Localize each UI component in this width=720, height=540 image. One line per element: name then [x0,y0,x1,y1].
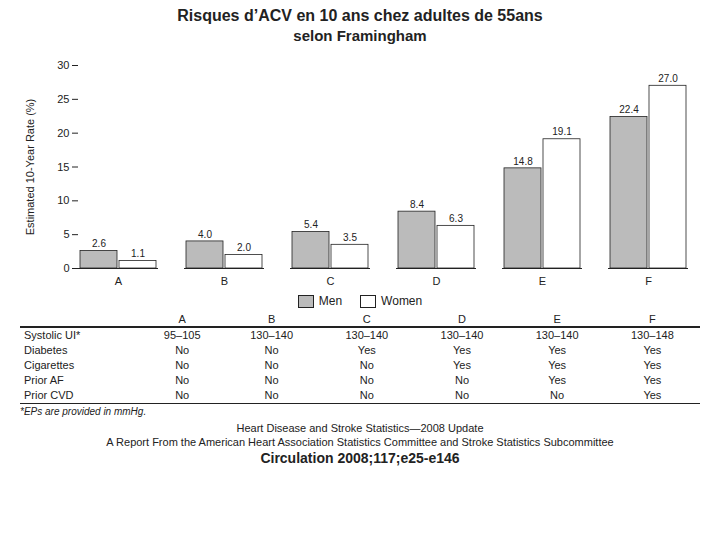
svg-text:25: 25 [57,93,69,105]
svg-text:8.4: 8.4 [410,199,424,210]
svg-text:27.0: 27.0 [658,73,678,84]
html-text:Yes: Yes [643,344,662,356]
html-text:B: B [268,313,276,325]
svg-text:20: 20 [57,127,69,139]
html-text:Yes: Yes [548,359,567,371]
svg-text:F: F [645,275,652,287]
svg-text:22.4: 22.4 [619,104,639,115]
html-text:E: E [553,313,561,325]
svg-text:C: C [327,275,335,287]
html-text:No: No [175,374,190,386]
html-text:Circulation 2008;117;e25-e146: Circulation 2008;117;e25-e146 [260,450,460,466]
html-text:No: No [264,344,279,356]
svg-text:A: A [115,275,123,287]
html-text:Systolic UI*: Systolic UI* [24,329,81,341]
svg-text:6.3: 6.3 [449,213,463,224]
svg-text:4.0: 4.0 [198,229,212,240]
html-text:Yes: Yes [643,359,662,371]
html-text:Prior AF: Prior AF [24,374,64,386]
svg-text:1.1: 1.1 [131,248,145,259]
html-text:No: No [359,359,374,371]
svg-text:Estimated 10-Year Rate (%): Estimated 10-Year Rate (%) [24,99,36,236]
html-text:Yes: Yes [548,374,567,386]
svg-text:5.4: 5.4 [304,219,318,230]
svg-text:14.8: 14.8 [513,156,533,167]
svg-text:5: 5 [63,228,69,240]
html-text:Women: Women [381,294,423,308]
svg-text:19.1: 19.1 [552,126,572,137]
html-text:130–140: 130–140 [250,329,293,341]
html-text:95–105: 95–105 [163,329,201,341]
html-text:No: No [359,374,374,386]
html-text:No: No [264,374,279,386]
html-text:130–140: 130–140 [345,329,389,341]
html-text:Cigarettes: Cigarettes [24,359,75,371]
html-text:Yes: Yes [643,389,662,401]
html-text:Yes: Yes [453,359,471,371]
svg-text:30: 30 [57,59,69,71]
html-text:130–140: 130–140 [440,329,484,341]
html-text:Risques d’ACV en 10 ans chez a: Risques d’ACV en 10 ans chez adultes de … [177,7,543,24]
html-text:No: No [359,389,374,401]
html-text:Yes: Yes [453,344,471,356]
svg-text:15: 15 [57,161,69,173]
svg-text:10: 10 [57,194,69,206]
html-text:Yes: Yes [357,344,376,356]
html-text:*EPs are provided in mmHg.: *EPs are provided in mmHg. [20,406,147,417]
svg-text:0: 0 [63,262,69,274]
html-text:No: No [264,359,279,371]
html-text:No: No [175,344,190,356]
html-text:selon Framingham: selon Framingham [293,27,427,44]
html-text:Yes: Yes [643,374,662,386]
svg-text:2.6: 2.6 [92,238,106,249]
svg-text:2.0: 2.0 [237,242,251,253]
html-text:No: No [454,389,469,401]
html-text:No: No [175,389,190,401]
html-text:No: No [454,374,469,386]
svg-text:E: E [539,275,546,287]
html-text:D: D [458,313,466,325]
html-text:Men: Men [318,294,343,308]
html-text:C: C [362,313,371,325]
html-text:A: A [178,313,186,325]
html-text:Diabetes: Diabetes [24,344,68,356]
html-text:Heart Disease and Stroke Stati: Heart Disease and Stroke Statistics—2008… [236,422,484,434]
html-text:Prior CVD: Prior CVD [24,389,74,401]
html-text:No: No [175,359,190,371]
html-text:Yes: Yes [548,344,567,356]
svg-text:3.5: 3.5 [343,232,357,243]
html-text:130–148: 130–148 [631,329,674,341]
html-text:No: No [550,389,565,401]
svg-text:B: B [221,275,228,287]
html-text:F: F [649,313,656,325]
html-text:130–140: 130–140 [535,329,579,341]
html-text:A Report From the American Hea: A Report From the American Heart Associa… [106,436,614,448]
svg-text:D: D [433,275,441,287]
html-text:No: No [264,389,279,401]
